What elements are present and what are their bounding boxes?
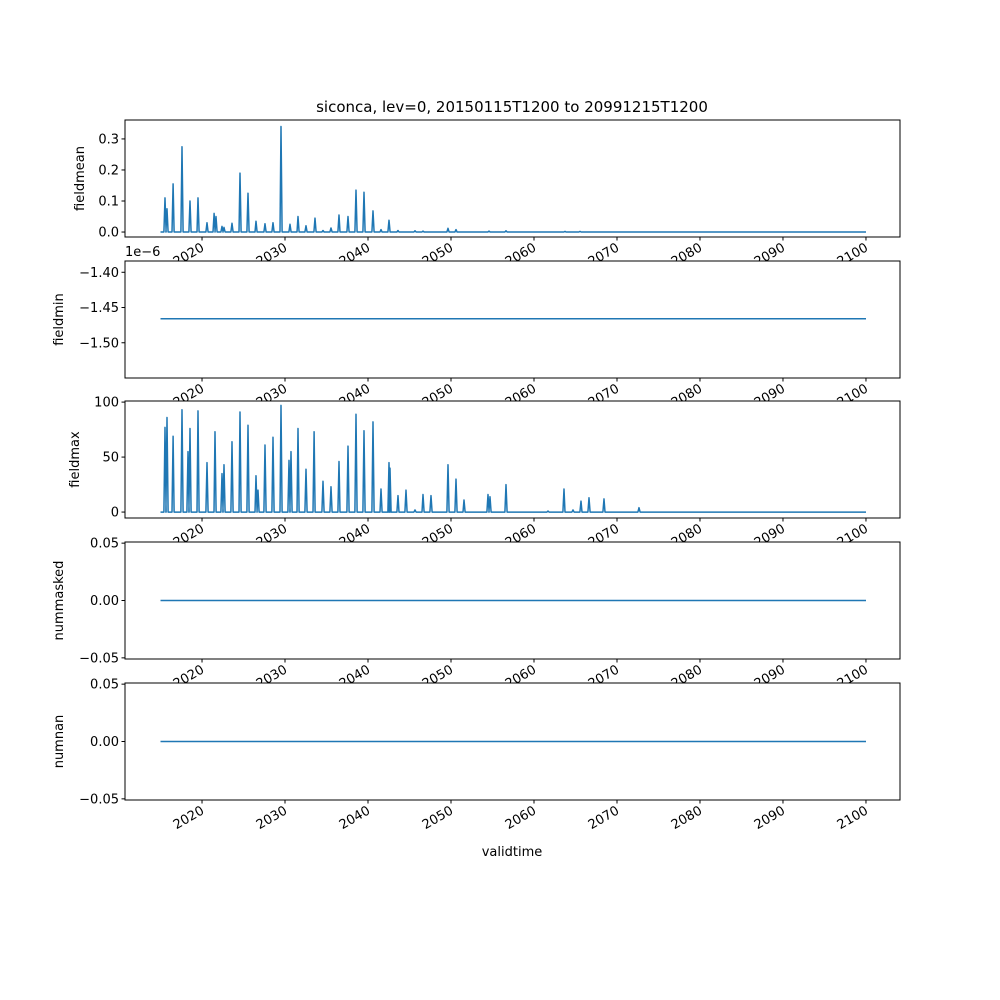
y-axis-label: fieldmin bbox=[52, 293, 67, 346]
plot-area bbox=[125, 401, 900, 518]
panel-numnan: −0.05 0.00 0.05 numnan 2020 2030 2040 2050 2060 2… bbox=[52, 678, 901, 833]
axes-frame bbox=[124, 119, 901, 238]
y-tick-label: −1.45 bbox=[79, 301, 119, 316]
y-tick-label: 0.3 bbox=[98, 132, 119, 147]
series-line-fieldmax bbox=[160, 404, 866, 513]
y-axis-label: fieldmax bbox=[68, 431, 83, 488]
series-line-fieldmean bbox=[160, 125, 866, 233]
y-tick-label: 0.2 bbox=[98, 163, 119, 178]
y-tick-label: 0.00 bbox=[90, 594, 119, 609]
x-tick-label: 2060 bbox=[503, 803, 539, 833]
y-offset-label: 1e−6 bbox=[125, 245, 160, 260]
y-tick-label: −1.40 bbox=[79, 266, 119, 281]
x-tick-label: 2020 bbox=[171, 803, 207, 833]
y-axis-label: nummasked bbox=[52, 561, 67, 641]
y-axis-label: fieldmean bbox=[73, 146, 88, 211]
y-tick-label: 50 bbox=[102, 451, 119, 466]
x-tick-label: 2100 bbox=[835, 803, 871, 833]
x-tick-label: 2030 bbox=[254, 803, 290, 833]
y-tick-label: 0.0 bbox=[98, 226, 119, 241]
x-tick-label: 2050 bbox=[420, 803, 456, 833]
y-tick-label: 0.05 bbox=[90, 678, 119, 693]
chart-title: siconca, lev=0, 20150115T1200 to 2099121… bbox=[316, 98, 708, 116]
y-tick-label: −0.05 bbox=[79, 651, 119, 666]
axes-frame bbox=[124, 400, 901, 519]
y-tick-label: 0.05 bbox=[90, 537, 119, 552]
plot-area bbox=[125, 120, 900, 237]
y-tick-label: −1.50 bbox=[79, 336, 119, 351]
y-tick-label: 0.1 bbox=[98, 195, 119, 210]
axes-frame bbox=[124, 260, 901, 379]
x-tick-label: 2090 bbox=[752, 803, 788, 833]
x-axis-label: validtime bbox=[482, 845, 543, 860]
x-tick-label: 2040 bbox=[337, 803, 373, 833]
y-tick-label: −0.05 bbox=[79, 792, 119, 807]
y-tick-label: 100 bbox=[94, 396, 119, 411]
y-tick-label: 0.00 bbox=[90, 735, 119, 750]
x-tick-label: 2070 bbox=[586, 803, 622, 833]
y-axis-label: numnan bbox=[52, 715, 67, 769]
y-tick-label: 0 bbox=[111, 506, 119, 521]
x-tick-label: 2080 bbox=[669, 803, 705, 833]
